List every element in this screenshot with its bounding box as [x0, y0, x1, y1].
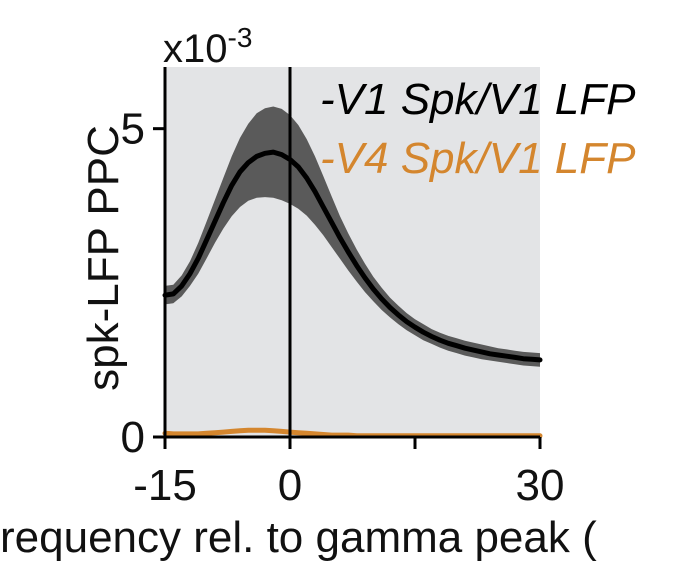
- legend-series-v1: -V1 Spk/V1 LFP: [320, 75, 636, 124]
- y-tick-label: 5: [121, 105, 145, 154]
- x-axis-label: requency rel. to gamma peak (: [0, 513, 597, 562]
- confidence-band-0: [165, 106, 540, 367]
- y-tick-label: 0: [121, 413, 145, 462]
- x-tick-label: 0: [278, 461, 302, 510]
- legend-series-v4: -V4 Spk/V1 LFP: [320, 134, 636, 183]
- axes-layer: [153, 67, 542, 449]
- y-multiplier: x10-3: [163, 22, 252, 71]
- y-multiplier-base: x10: [163, 27, 228, 71]
- x-tick-label: 30: [516, 461, 565, 510]
- band-layer: [165, 106, 540, 367]
- y-multiplier-exponent: -3: [228, 22, 253, 53]
- series-line-0: [162, 149, 543, 363]
- x-tick-label: -15: [133, 461, 197, 510]
- y-axis-label: spk-LFP PPC: [79, 125, 128, 391]
